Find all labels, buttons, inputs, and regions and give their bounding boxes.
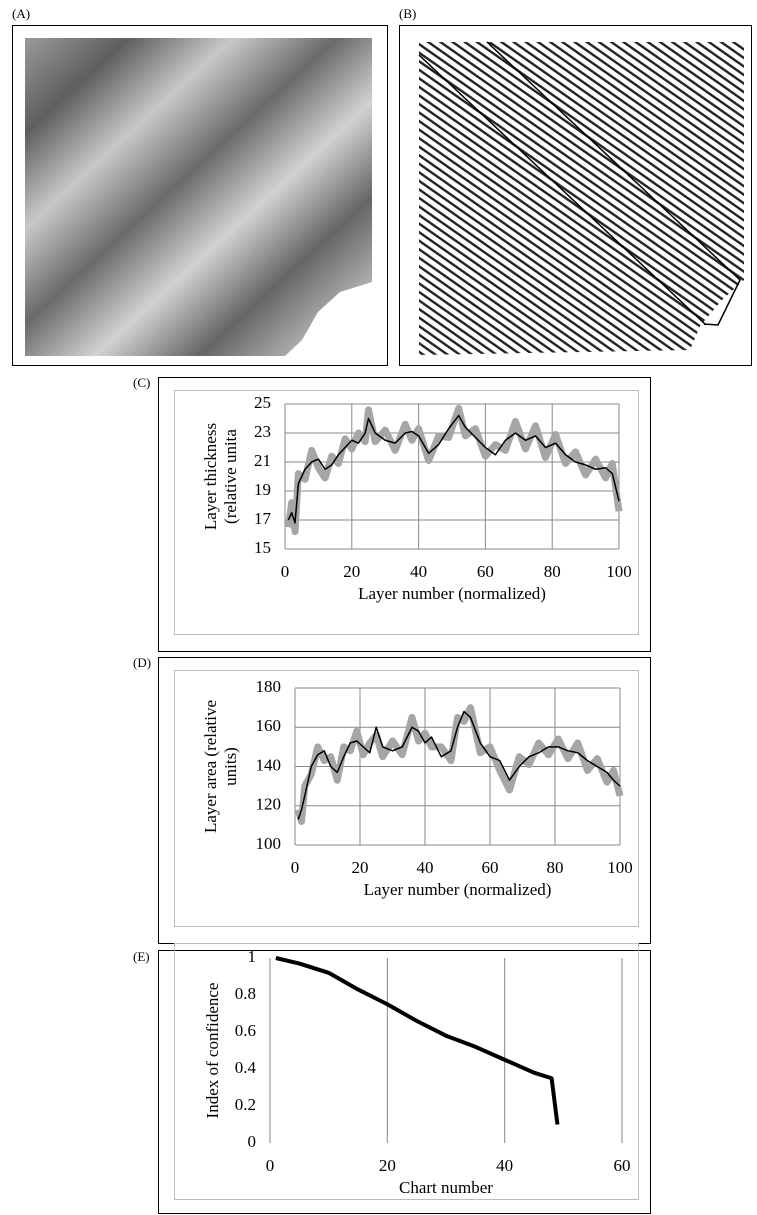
y-tick-label: 100 — [256, 834, 282, 853]
panel-label: (E) — [133, 949, 150, 964]
panel-frame — [158, 950, 651, 1214]
x-tick-label: 80 — [544, 562, 561, 581]
x-tick-label: 40 — [417, 858, 434, 877]
x-tick-label: 0 — [291, 858, 300, 877]
x-tick-label: 0 — [266, 1156, 275, 1175]
x-tick-label: 80 — [547, 858, 564, 877]
panel-frame — [12, 25, 388, 366]
panel-label: (C) — [133, 375, 150, 390]
x-tick-label: 60 — [477, 562, 494, 581]
x-axis-label: Chart number — [399, 1178, 493, 1197]
y-tick-label: 1 — [248, 947, 257, 966]
x-tick-label: 60 — [482, 858, 499, 877]
y-tick-label: 0 — [248, 1132, 257, 1151]
y-tick-label: 0.4 — [235, 1058, 257, 1077]
y-tick-label: 0.8 — [235, 984, 256, 1003]
panel-frame — [158, 657, 651, 944]
x-tick-label: 20 — [343, 562, 360, 581]
y-axis-label: units) — [221, 747, 240, 786]
x-tick-label: 100 — [606, 562, 632, 581]
y-tick-label: 160 — [256, 716, 282, 735]
data-line — [275, 956, 560, 1125]
y-tick-label: 23 — [254, 422, 271, 441]
y-tick-label: 25 — [254, 393, 271, 412]
data-line — [284, 404, 623, 536]
y-tick-label: 120 — [256, 795, 282, 814]
chart-frame — [174, 670, 639, 927]
x-tick-label: 20 — [352, 858, 369, 877]
guide-box — [486, 41, 741, 326]
panel-label: (D) — [133, 655, 151, 670]
x-tick-label: 100 — [607, 858, 633, 877]
data-line — [297, 710, 621, 820]
y-tick-label: 19 — [254, 480, 271, 499]
x-tick-label: 20 — [379, 1156, 396, 1175]
x-tick-label: 40 — [410, 562, 427, 581]
y-axis-label: Layer thickness — [201, 423, 220, 530]
panel-label: (B) — [399, 6, 416, 21]
chart-frame — [174, 943, 639, 1200]
data-line — [287, 414, 620, 524]
y-tick-label: 21 — [254, 451, 271, 470]
micrograph — [25, 38, 372, 356]
y-axis-label: Index of confidence — [203, 983, 222, 1119]
y-axis-label: (relative unita — [221, 429, 240, 524]
y-tick-label: 0.2 — [235, 1095, 256, 1114]
guide-line — [418, 54, 707, 326]
x-axis-label: Layer number (normalized) — [358, 584, 546, 603]
y-tick-label: 140 — [256, 755, 282, 774]
x-axis-label: Layer number (normalized) — [364, 880, 552, 899]
panel-frame — [399, 25, 752, 366]
y-tick-label: 15 — [254, 538, 271, 557]
panel-label: (A) — [12, 6, 30, 21]
chart-frame — [174, 390, 639, 635]
y-tick-label: 0.6 — [235, 1021, 256, 1040]
layer-map — [419, 42, 744, 355]
x-tick-label: 0 — [281, 562, 290, 581]
x-tick-label: 60 — [614, 1156, 631, 1175]
y-axis-label: Layer area (relative — [201, 700, 220, 833]
panel-frame — [158, 377, 651, 652]
x-tick-label: 40 — [496, 1156, 513, 1175]
y-tick-label: 180 — [256, 677, 282, 696]
y-tick-label: 17 — [254, 509, 272, 528]
